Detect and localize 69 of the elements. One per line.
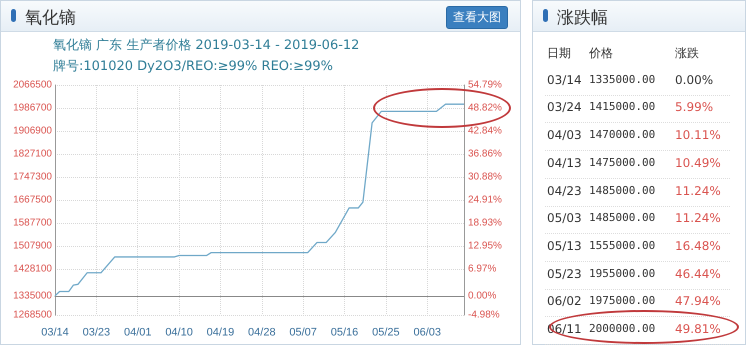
text: 涨跌幅	[557, 7, 608, 29]
y-tick-label: 1428100	[13, 264, 52, 274]
text: 日期	[547, 45, 571, 62]
text: 05/13	[547, 238, 582, 253]
text: 1955000.00	[589, 266, 656, 280]
y2-tick-label: 54.79%	[468, 80, 502, 90]
x-tick-label: 03/14	[41, 326, 69, 338]
text: 46.44%	[675, 266, 721, 281]
text: 11.24%	[675, 184, 721, 198]
text: 10.49%	[675, 156, 721, 170]
text: 04/13	[547, 156, 582, 170]
text: 1415000.00	[589, 100, 656, 114]
text: 0.00%	[675, 72, 714, 87]
y-tick-label: 1906900	[13, 126, 52, 136]
text: 涨跌	[675, 45, 699, 62]
text: 04/23	[547, 184, 582, 198]
text: 1555000.00	[589, 238, 656, 252]
text: 1335000.00	[589, 72, 656, 86]
x-tick-label: 04/28	[248, 326, 276, 338]
y2-tick-label: 24.91%	[468, 194, 502, 206]
text: 16.48%	[675, 238, 721, 253]
y2-tick-label: 12.95%	[468, 240, 502, 252]
text: 5.99%	[675, 100, 714, 114]
text: 05/23	[547, 266, 582, 281]
y2-tick-label: 48.82%	[468, 102, 502, 114]
y2-tick-label: 42.84%	[468, 125, 502, 136]
y2-tick-label: 6.97%	[468, 264, 496, 275]
x-tick-label: 05/16	[330, 326, 358, 338]
text: 查看大图	[446, 6, 508, 29]
text: 11.24%	[675, 211, 721, 226]
y-tick-label: 1268500	[13, 310, 52, 320]
chart-subtitle: 氧化镝 广东 生产者价格 2019-03-14 - 2019-06-12 牌号:101020 Dy2O3/REO:≥99% REO:≥99%	[53, 37, 360, 76]
text: 1470000.00	[589, 128, 656, 142]
text: 2000000.00	[589, 322, 656, 335]
y-tick-label: 1507900	[13, 240, 52, 252]
x-tick-label: 06/03	[413, 326, 441, 338]
y2-tick-label: 36.86%	[468, 148, 502, 160]
y2-tick-label: 18.93%	[468, 217, 502, 228]
y-tick-label: 1335000	[13, 290, 52, 302]
text: 47.94%	[675, 294, 721, 308]
y-tick-label: 1747300	[13, 172, 52, 182]
y-tick-label: 1827100	[13, 148, 52, 160]
text: 价格	[589, 45, 613, 62]
x-tick-label: 04/19	[206, 326, 234, 338]
text: 1485000.00	[589, 184, 656, 196]
y-tick-label: 1986700	[13, 102, 52, 114]
text: 49.81%	[675, 322, 721, 336]
text: 03/14	[547, 72, 582, 87]
text: 04/03	[547, 128, 582, 142]
x-tick-label: 04/01	[124, 326, 152, 338]
text: 1485000.00	[589, 211, 656, 224]
x-tick-label: 05/25	[372, 326, 400, 338]
text: 03/24	[547, 100, 582, 114]
line-series	[54, 104, 465, 296]
y2-tick-label: -4.98%	[468, 310, 500, 320]
y2-tick-label: 0.00%	[468, 290, 496, 302]
text: 1975000.00	[589, 294, 656, 308]
x-tick-label: 04/10	[165, 326, 193, 338]
y-tick-label: 2066500	[13, 80, 52, 90]
chart-title: 氧化镝	[25, 7, 76, 29]
y-tick-label: 1587700	[13, 218, 52, 228]
text: 05/03	[547, 211, 582, 226]
x-tick-label: 05/07	[289, 326, 317, 338]
text: 1475000.00	[589, 156, 656, 169]
text: 10.11%	[675, 128, 721, 142]
y-tick-label: 1667500	[13, 194, 52, 206]
text: 06/02	[547, 294, 582, 308]
x-tick-label: 03/23	[82, 326, 110, 338]
y2-tick-label: 30.88%	[468, 172, 502, 183]
